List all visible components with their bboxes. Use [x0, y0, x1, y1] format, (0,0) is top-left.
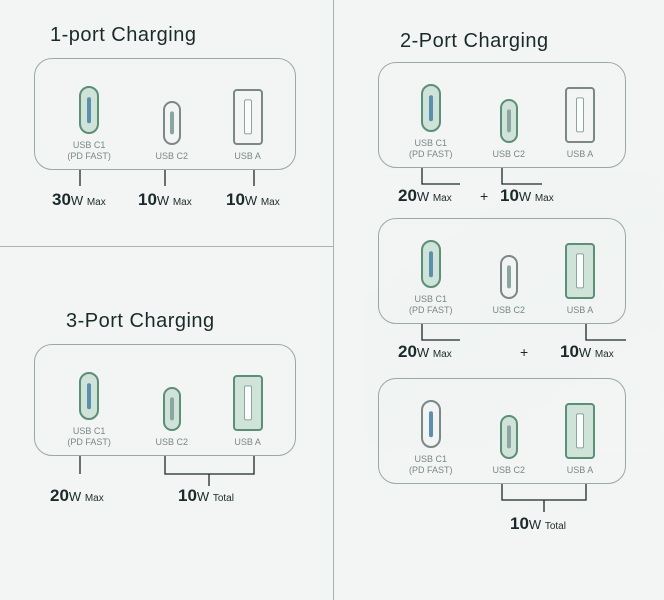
watt-2port-b-right: 10W Max: [560, 342, 614, 362]
usb-a-port-icon: [565, 243, 595, 299]
watt-2port-b-left: 20W Max: [398, 342, 452, 362]
usb-a-port-icon: [565, 87, 595, 143]
port-label: USB C1 (PD FAST): [409, 454, 453, 475]
port-label: USB A: [567, 149, 594, 159]
port: USB A: [565, 87, 595, 159]
usb-c-port-icon: [79, 86, 99, 134]
port-box-2port-b: USB C1 (PD FAST) USB C2 USB A: [378, 218, 626, 324]
port-label: USB C2: [492, 149, 525, 159]
port: USB C2: [492, 99, 525, 159]
port: USB A: [565, 243, 595, 315]
watt-1port-1: 10W Max: [138, 190, 192, 210]
usb-c-port-icon: [421, 400, 441, 448]
watt-1port-0: 30W Max: [52, 190, 106, 210]
port-label: USB A: [234, 151, 261, 161]
port: USB C2: [492, 255, 525, 315]
usb-c-port-icon: [421, 84, 441, 132]
port-label: USB A: [234, 437, 261, 447]
port: USB C1 (PD FAST): [409, 400, 453, 475]
usb-c-port-icon: [163, 101, 181, 145]
port-label: USB C2: [492, 305, 525, 315]
port: USB C1 (PD FAST): [409, 240, 453, 315]
usb-a-port-icon: [233, 89, 263, 145]
usb-c-port-icon: [500, 99, 518, 143]
port-label: USB C2: [156, 437, 189, 447]
port-label: USB A: [567, 465, 594, 475]
port: USB A: [233, 375, 263, 447]
port: USB C2: [156, 101, 189, 161]
usb-c-port-icon: [421, 240, 441, 288]
watt-2port-a-right: 10W Max: [500, 186, 554, 206]
port-label: USB C1 (PD FAST): [67, 140, 111, 161]
port-box-1port: USB C1 (PD FAST) USB C2 USB A: [34, 58, 296, 170]
port: USB C2: [492, 415, 525, 475]
usb-c-port-icon: [500, 255, 518, 299]
vertical-divider: [333, 0, 334, 600]
usb-a-port-icon: [233, 375, 263, 431]
watt-2port-c: 10W Total: [510, 514, 566, 534]
port-box-2port-a: USB C1 (PD FAST) USB C2 USB A: [378, 62, 626, 168]
port-label: USB A: [567, 305, 594, 315]
port-label: USB C1 (PD FAST): [67, 426, 111, 447]
port-label: USB C2: [492, 465, 525, 475]
connector-3port: [34, 456, 296, 490]
port: USB C1 (PD FAST): [409, 84, 453, 159]
port-label: USB C1 (PD FAST): [409, 294, 453, 315]
port-box-3port: USB C1 (PD FAST) USB C2 USB A: [34, 344, 296, 456]
port-label: USB C1 (PD FAST): [409, 138, 453, 159]
section-title-1port: 1-port Charging: [50, 24, 196, 47]
horizontal-divider: [0, 246, 333, 247]
usb-a-port-icon: [565, 403, 595, 459]
section-title-2port: 2-Port Charging: [400, 30, 549, 53]
usb-c-port-icon: [79, 372, 99, 420]
port: USB A: [233, 89, 263, 161]
section-title-3port: 3-Port Charging: [66, 310, 215, 333]
watt-3port-1: 10W Total: [178, 486, 234, 506]
port: USB C1 (PD FAST): [67, 86, 111, 161]
watt-2port-a-left: 20W Max: [398, 186, 452, 206]
usb-c-port-icon: [163, 387, 181, 431]
port: USB A: [565, 403, 595, 475]
port-label: USB C2: [156, 151, 189, 161]
port: USB C2: [156, 387, 189, 447]
port: USB C1 (PD FAST): [67, 372, 111, 447]
watt-1port-2: 10W Max: [226, 190, 280, 210]
connector-2port-c: [378, 484, 626, 514]
port-box-2port-c: USB C1 (PD FAST) USB C2 USB A: [378, 378, 626, 484]
plus-2port-b: +: [520, 344, 528, 360]
plus-2port-a: +: [480, 188, 488, 204]
usb-c-port-icon: [500, 415, 518, 459]
watt-3port-0: 20W Max: [50, 486, 104, 506]
